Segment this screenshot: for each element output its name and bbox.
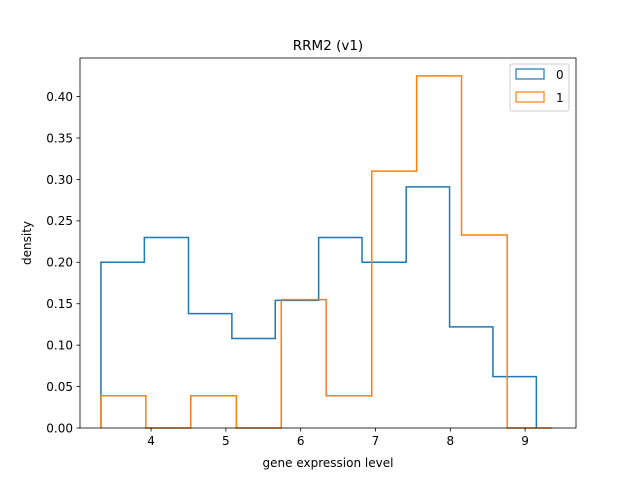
legend-box — [509, 63, 570, 112]
x-tick-label-9: 9 — [521, 434, 529, 448]
series-0-step-outline — [100, 186, 538, 428]
y-tick-label-0.30: 0.30 — [46, 173, 73, 187]
x-tick-label-6: 6 — [297, 434, 305, 448]
y-tick-label-0.10: 0.10 — [46, 338, 73, 352]
y-tick-label-0.25: 0.25 — [46, 214, 73, 228]
y-tick-label-0.05: 0.05 — [46, 380, 73, 394]
legend-swatch-0 — [515, 68, 545, 80]
legend-label-1: 1 — [556, 91, 564, 105]
plot-area — [79, 57, 577, 429]
chart-title: RRM2 (v1) — [293, 38, 363, 54]
x-tick-label-5: 5 — [222, 434, 230, 448]
axes-frame — [79, 57, 577, 429]
y-axis: 0.00 0.05 0.10 0.15 0.20 0.25 0.30 0.35 0.40 — [46, 90, 80, 435]
x-tick-label-4: 4 — [147, 434, 155, 448]
x-tick-label-7: 7 — [372, 434, 380, 448]
legend: 0 1 — [509, 63, 570, 112]
x-tick-label-8: 8 — [446, 434, 454, 448]
x-axis: 4 5 6 7 8 9 — [147, 428, 529, 448]
y-tick-label-0.20: 0.20 — [46, 256, 73, 270]
y-tick-label-0.15: 0.15 — [46, 297, 73, 311]
y-tick-label-0.40: 0.40 — [46, 90, 73, 104]
legend-swatch-1 — [515, 91, 545, 103]
legend-label-0: 0 — [556, 68, 564, 82]
y-tick-label-0.00: 0.00 — [46, 421, 73, 435]
y-tick-label-0.35: 0.35 — [46, 131, 73, 145]
y-axis-label: density — [20, 221, 34, 265]
x-axis-label: gene expression level — [263, 456, 394, 470]
